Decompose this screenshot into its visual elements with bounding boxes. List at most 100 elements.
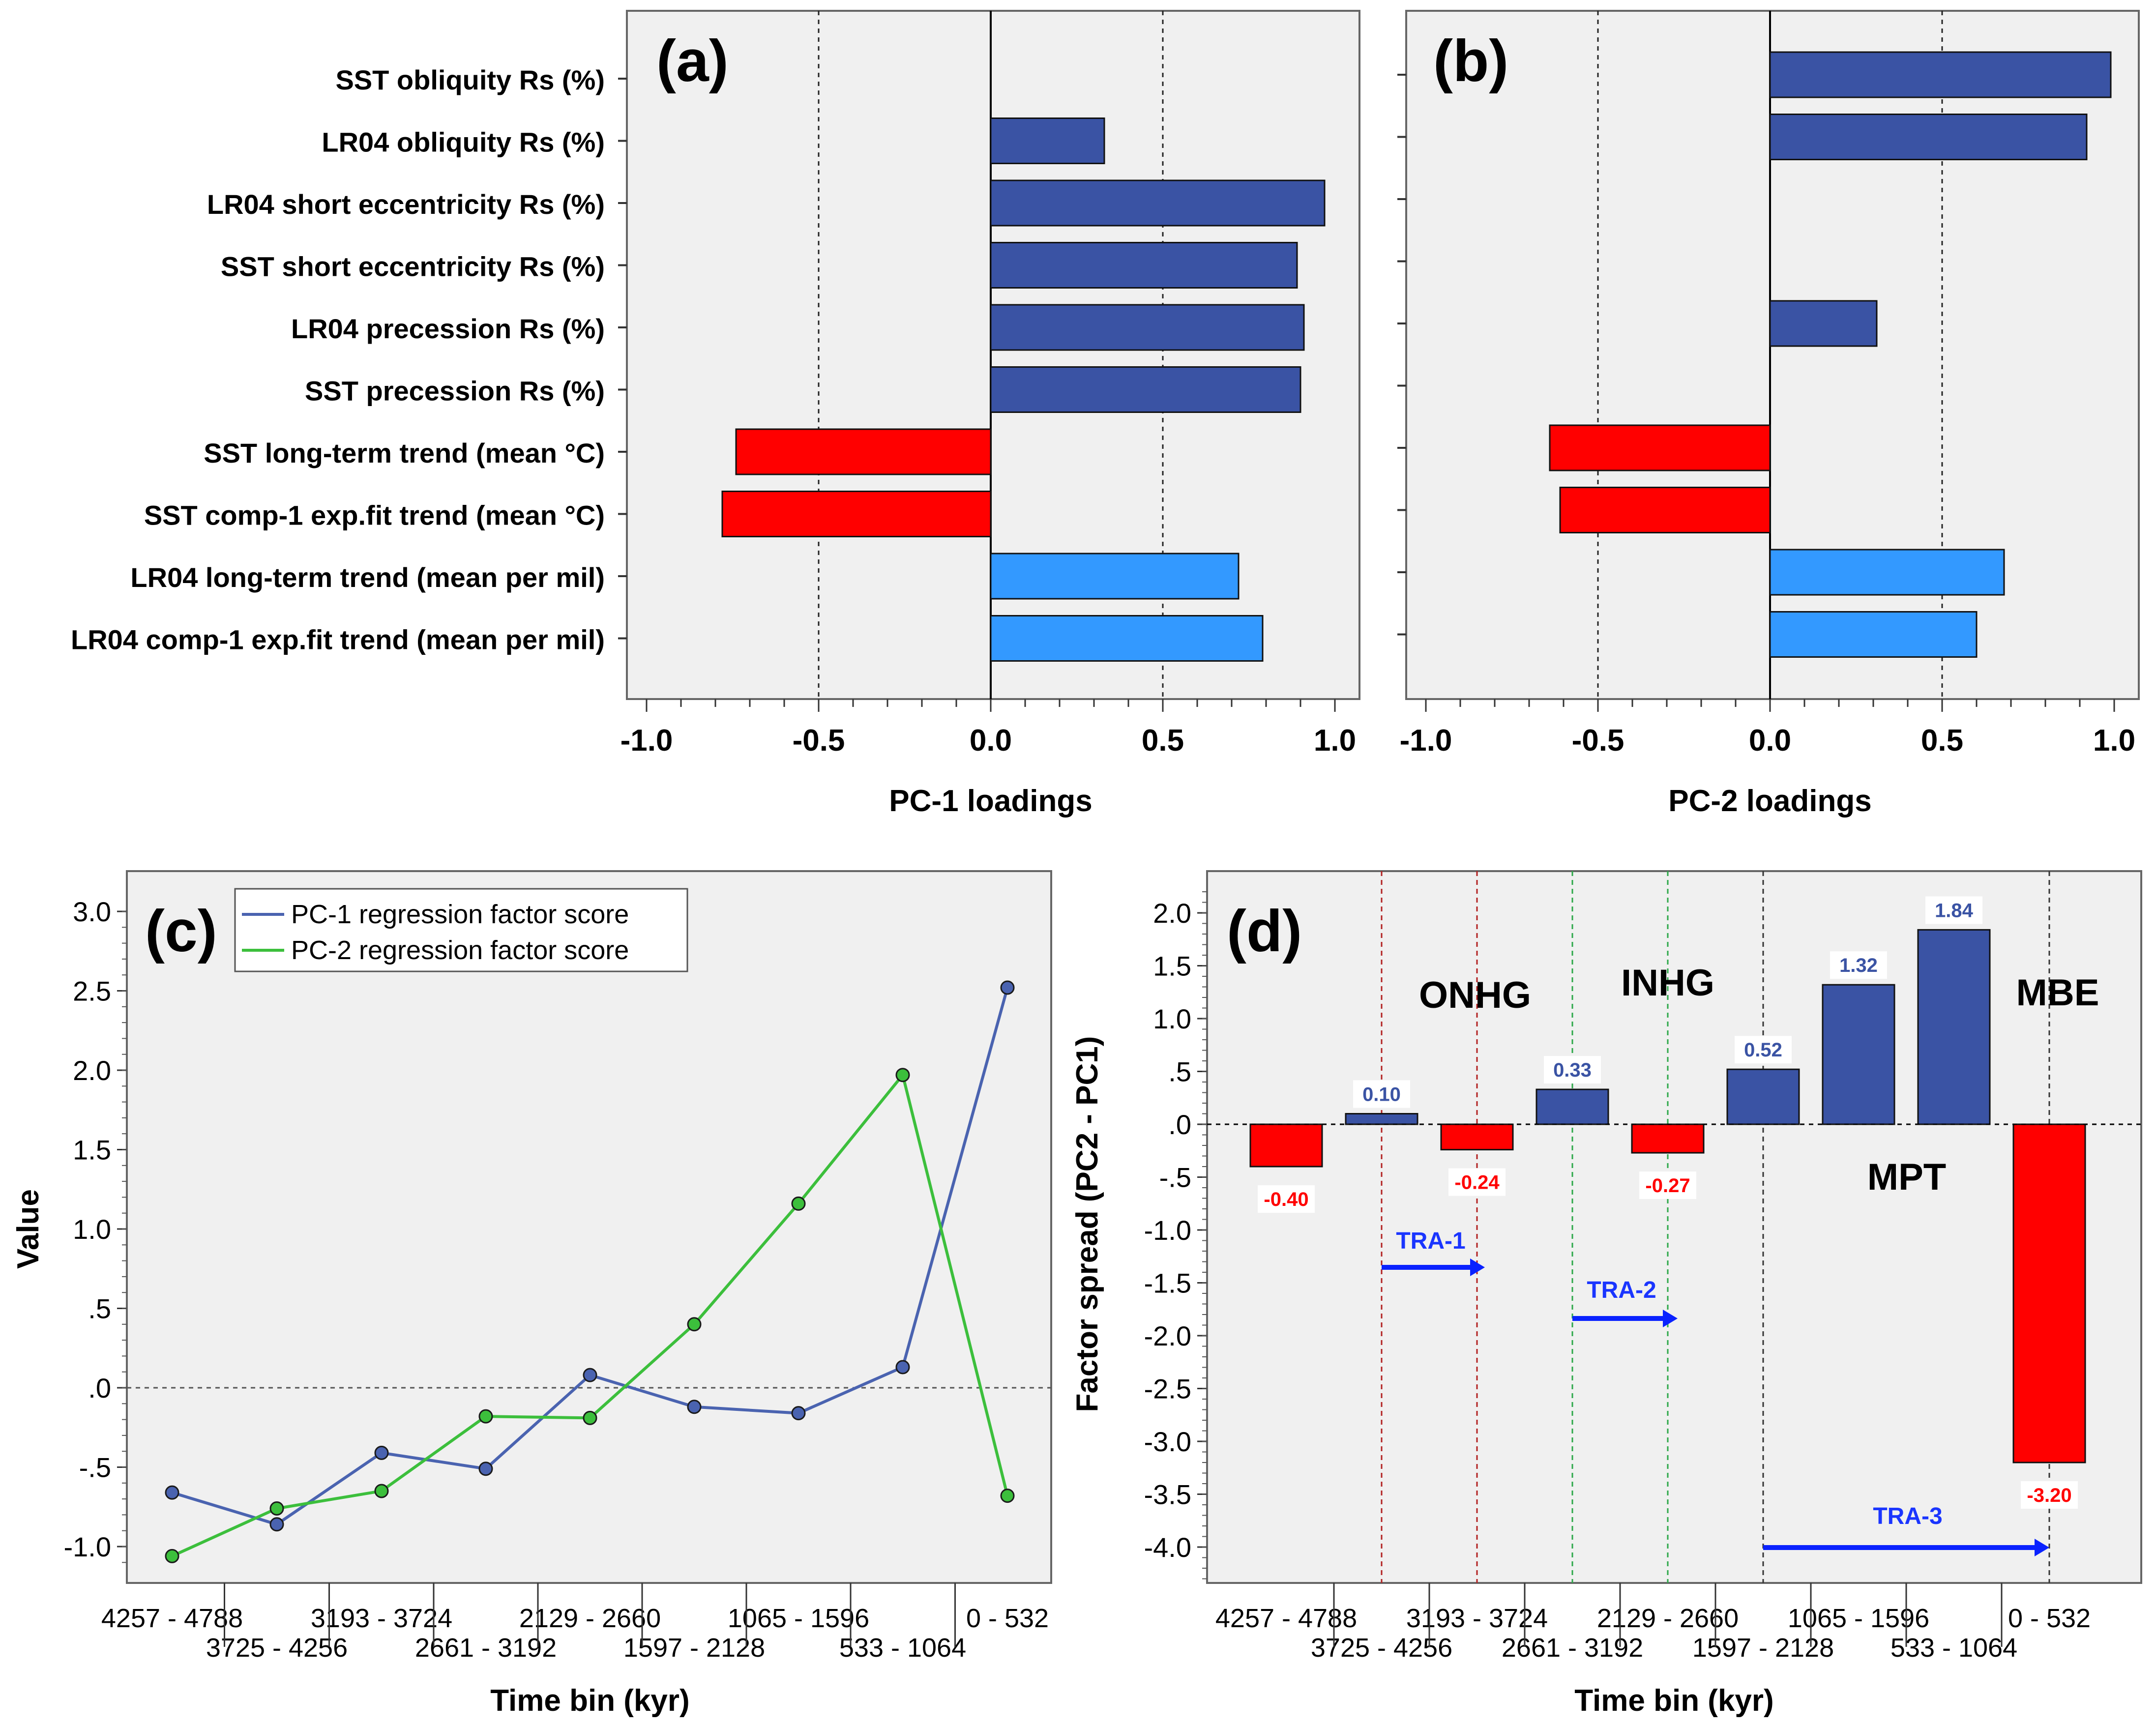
c-y-tick-label: 1.5 xyxy=(73,1135,111,1166)
c-series-point-2 xyxy=(165,1549,179,1563)
c-x-tick-label: 533 - 1064 xyxy=(839,1633,966,1663)
panel-d-y-axis-title: Factor spread (PC2 - PC1) xyxy=(1070,1036,1104,1412)
panel-a: (a) PC-1 loadings -1.0 -0.5 0.0 0.5 1.0 SST o… xyxy=(71,10,1360,818)
a-bar xyxy=(990,179,1326,227)
category-label: LR04 comp-1 exp.fit trend (mean per mil) xyxy=(71,624,605,655)
c-x-tick-label: 4257 - 4788 xyxy=(101,1604,243,1633)
category-label: SST comp-1 exp.fit trend (mean °C) xyxy=(144,500,605,531)
category-label: LR04 obliquity Rs (%) xyxy=(322,127,605,158)
d-value-label: -0.24 xyxy=(1454,1172,1500,1194)
d-x-tick-label: 2129 - 2660 xyxy=(1597,1604,1739,1633)
category-label: LR04 long-term trend (mean per mil) xyxy=(130,562,605,593)
c-series-point-1 xyxy=(374,1445,389,1460)
a-x-tick-label: 0.5 xyxy=(1142,724,1184,758)
panel-a-label: (a) xyxy=(656,28,729,94)
d-x-tick-label: 1597 - 2128 xyxy=(1692,1633,1834,1663)
d-y-tick-label: -.5 xyxy=(1159,1162,1191,1193)
b-x-tick-label: -1.0 xyxy=(1400,724,1452,758)
c-x-tick-label: 1065 - 1596 xyxy=(728,1604,869,1633)
category-label: SST short eccentricity Rs (%) xyxy=(221,251,605,282)
category-label: SST obliquity Rs (%) xyxy=(335,64,605,95)
c-series-point-1 xyxy=(791,1406,806,1421)
panel-b-label: (b) xyxy=(1433,28,1508,94)
d-y-tick-label: -3.0 xyxy=(1144,1426,1192,1457)
c-series-point-2 xyxy=(269,1501,284,1516)
d-bar xyxy=(1249,1123,1323,1168)
d-bar xyxy=(1345,1113,1418,1125)
c-series-point-1 xyxy=(895,1360,910,1375)
d-value-label-bg xyxy=(2021,1481,2078,1509)
c-y-tick-label: 2.5 xyxy=(73,976,111,1007)
panel-c-legend: PC-1 regression factor score PC-2 regres… xyxy=(234,888,688,972)
panel-c-y-axis-title: Value xyxy=(11,1189,45,1269)
d-bar xyxy=(1440,1123,1514,1151)
panel-d: (d) Time bin (kyr) Factor spread (PC2 - … xyxy=(1070,870,2142,1718)
panel-c-label: (c) xyxy=(145,898,217,964)
a-x-tick-label: -1.0 xyxy=(620,724,673,758)
d-value-label-bg xyxy=(1258,1185,1315,1213)
b-x-tick-label: 0.5 xyxy=(1921,724,1963,758)
b-bar xyxy=(1769,549,2005,596)
d-x-tick-label: 4257 - 4788 xyxy=(1215,1604,1357,1633)
b-bar xyxy=(1549,424,1771,471)
arrow-tra-2-label: TRA-2 xyxy=(1587,1277,1656,1303)
d-value-label: 1.84 xyxy=(1935,900,1974,921)
d-value-label-bg xyxy=(1925,896,1982,924)
category-label: SST precession Rs (%) xyxy=(305,376,605,407)
c-y-tick-label: .0 xyxy=(88,1373,111,1404)
c-y-tick-label: 1.0 xyxy=(73,1214,111,1245)
a-x-tick-label: 0.0 xyxy=(970,724,1012,758)
d-y-tick-label: 1.5 xyxy=(1153,951,1191,982)
legend-label-pc1: PC-1 regression factor score xyxy=(291,900,629,929)
c-series-point-2 xyxy=(1000,1489,1015,1503)
d-value-label: -0.40 xyxy=(1264,1189,1308,1210)
c-y-tick-label: -1.0 xyxy=(64,1531,112,1562)
d-y-tick-label: -2.0 xyxy=(1144,1320,1192,1351)
category-label: LR04 precession Rs (%) xyxy=(291,313,605,344)
d-y-tick-label: -3.5 xyxy=(1144,1479,1192,1510)
arrow-tra-1-label: TRA-1 xyxy=(1396,1228,1465,1254)
panel-d-label: (d) xyxy=(1227,898,1302,964)
a-bar xyxy=(990,366,1301,413)
d-value-label-bg xyxy=(1735,1036,1792,1064)
d-value-label-bg xyxy=(1830,951,1887,979)
a-bar xyxy=(990,553,1240,600)
b-bar xyxy=(1769,51,2112,98)
category-label: SST long-term trend (mean °C) xyxy=(204,438,605,468)
panel-a-x-axis-title: PC-1 loadings xyxy=(889,784,1092,818)
c-series-point-2 xyxy=(687,1317,702,1332)
legend-label-pc2: PC-2 regression factor score xyxy=(291,936,629,965)
b-x-tick-label: 0.0 xyxy=(1749,724,1791,758)
b-x-tick-label: 1.0 xyxy=(2093,724,2135,758)
d-y-tick-label: -2.5 xyxy=(1144,1374,1192,1404)
d-y-tick-label: .0 xyxy=(1168,1109,1191,1140)
annotation-mpt: MPT xyxy=(1867,1156,1946,1198)
d-x-tick-label: 533 - 1064 xyxy=(1890,1633,2017,1663)
c-x-tick-label: 0 - 532 xyxy=(966,1604,1049,1633)
annotation-onhg: ONHG xyxy=(1419,974,1531,1016)
d-bar xyxy=(1917,929,1991,1125)
b-bar xyxy=(1769,114,2088,160)
d-bar xyxy=(1726,1068,1800,1125)
arrow-tra-3: TRA-3 xyxy=(1763,1503,2049,1556)
c-series-point-1 xyxy=(478,1462,493,1476)
d-value-label: 1.32 xyxy=(1839,955,1878,976)
arrow-tra-2: TRA-2 xyxy=(1572,1277,1678,1327)
c-series-point-1 xyxy=(269,1517,284,1532)
a-bar xyxy=(990,615,1264,662)
d-value-label: 0.52 xyxy=(1744,1039,1782,1061)
c-y-tick-label: 2.0 xyxy=(73,1055,111,1086)
c-x-tick-label: 3725 - 4256 xyxy=(206,1633,348,1663)
d-y-tick-label: -1.0 xyxy=(1144,1215,1192,1246)
b-bar xyxy=(1559,487,1771,533)
annotation-mbe: MBE xyxy=(2016,972,2099,1014)
b-bar xyxy=(1769,611,1978,658)
c-x-tick-label: 2129 - 2660 xyxy=(519,1604,661,1633)
d-bar xyxy=(1536,1088,1609,1125)
panel-d-x-axis-title: Time bin (kyr) xyxy=(1574,1684,1773,1718)
arrow-tra-1: TRA-1 xyxy=(1382,1228,1485,1276)
panel-b-x-axis-title: PC-2 loadings xyxy=(1668,784,1871,818)
d-value-label-bg xyxy=(1544,1056,1601,1084)
a-x-tick-label: 1.0 xyxy=(1314,724,1356,758)
c-y-tick-label: 3.0 xyxy=(73,896,111,927)
